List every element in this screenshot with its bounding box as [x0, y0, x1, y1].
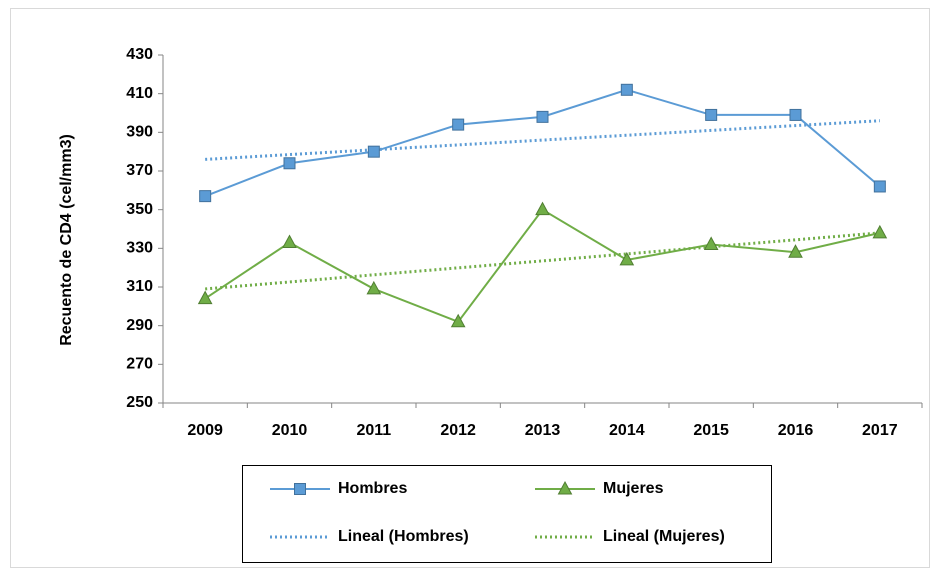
- y-tick-label: 310: [126, 278, 153, 295]
- legend-marker: [294, 483, 306, 495]
- y-tick-label: 350: [126, 201, 153, 218]
- data-point: [789, 108, 802, 121]
- legend-box: [242, 465, 772, 563]
- data-point: [282, 234, 297, 249]
- data-point: [199, 190, 212, 203]
- legend-label: Lineal (Mujeres): [603, 528, 725, 545]
- data-point: [535, 201, 550, 216]
- data-point: [366, 280, 382, 295]
- x-tick-label: 2017: [862, 422, 898, 439]
- data-point: [452, 118, 465, 131]
- data-point: [197, 290, 213, 305]
- data-point: [620, 83, 633, 96]
- x-tick-label: 2013: [525, 422, 561, 439]
- x-tick-label: 2012: [440, 422, 476, 439]
- legend-label: Hombres: [338, 480, 407, 497]
- legend-marker: [557, 480, 573, 495]
- x-tick-label: 2011: [356, 422, 391, 439]
- data-point: [703, 236, 719, 250]
- data-point: [619, 251, 635, 266]
- y-tick-label: 270: [126, 356, 153, 373]
- data-point: [705, 108, 718, 121]
- y-tick-label: 370: [126, 162, 153, 179]
- x-tick-label: 2009: [187, 422, 223, 439]
- x-tick-label: 2015: [693, 422, 729, 439]
- x-tick-label: 2016: [778, 422, 814, 439]
- y-tick-label: 330: [126, 240, 153, 257]
- y-tick-label: 290: [126, 317, 153, 334]
- legend-label: Mujeres: [603, 480, 664, 497]
- y-tick-label: 390: [126, 124, 153, 141]
- y-tick-label: 430: [126, 46, 153, 63]
- y-tick-label: 250: [126, 394, 153, 411]
- data-point: [536, 110, 549, 123]
- data-point: [872, 224, 888, 239]
- y-axis-title: Recuento de CD4 (cel/mm3): [58, 134, 75, 346]
- data-point: [788, 244, 803, 258]
- data-point: [367, 145, 380, 158]
- legend-label: Lineal (Hombres): [338, 528, 469, 545]
- data-point: [873, 180, 886, 193]
- x-tick-label: 2014: [609, 422, 645, 439]
- x-tick-label: 2010: [272, 422, 308, 439]
- y-tick-label: 410: [126, 85, 153, 102]
- data-point: [450, 313, 466, 328]
- data-point: [283, 157, 296, 170]
